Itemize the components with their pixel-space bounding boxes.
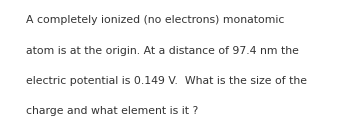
Text: charge and what element is it ?: charge and what element is it ? xyxy=(26,106,198,116)
Text: atom is at the origin. At a distance of 97.4 nm the: atom is at the origin. At a distance of … xyxy=(26,46,299,56)
Text: electric potential is 0.149 V.  What is the size of the: electric potential is 0.149 V. What is t… xyxy=(26,76,307,86)
Text: A completely ionized (no electrons) monatomic: A completely ionized (no electrons) mona… xyxy=(26,15,285,26)
